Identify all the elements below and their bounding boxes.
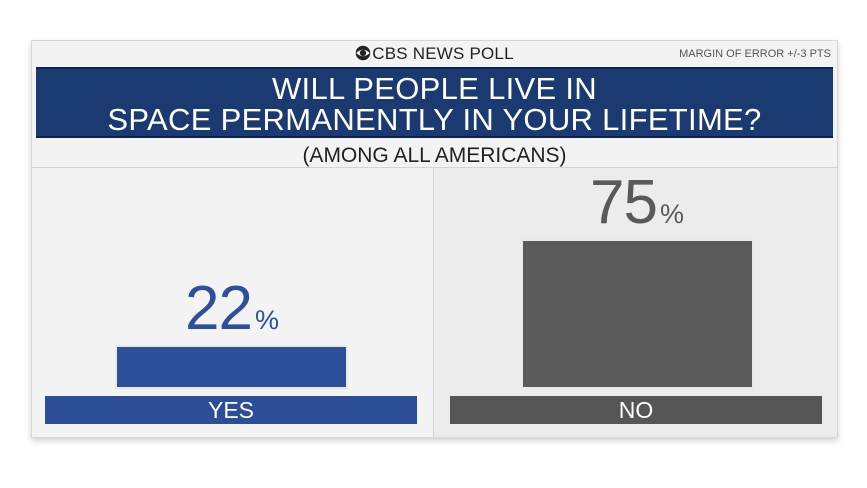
value-number-yes: 22 — [185, 274, 253, 343]
question-title: WILL PEOPLE LIVE IN SPACE PERMANENTLY IN… — [36, 67, 833, 138]
category-label-yes: YES — [45, 396, 417, 424]
divider-horizontal — [32, 167, 837, 168]
percent-sign-no: % — [659, 199, 684, 229]
subtitle: (AMONG ALL AMERICANS) — [302, 144, 567, 167]
bar-no — [521, 239, 754, 389]
divider-vertical — [433, 167, 434, 437]
value-label-yes: 22% — [172, 273, 292, 344]
cbs-eye-icon — [355, 45, 371, 66]
brand: CBS NEWS POLL — [32, 44, 837, 66]
value-number-no: 75 — [590, 168, 658, 237]
bar-yes — [115, 345, 348, 389]
category-label-no: NO — [450, 396, 822, 424]
brand-text: CBS NEWS POLL — [372, 44, 514, 63]
title-line-2: SPACE PERMANENTLY IN YOUR LIFETIME? — [107, 102, 762, 137]
title-line-1: WILL PEOPLE LIVE IN — [271, 71, 597, 106]
margin-of-error: MARGIN OF ERROR +/-3 PTS — [679, 48, 831, 60]
percent-sign-yes: % — [254, 305, 279, 335]
poll-card: CBS NEWS POLL MARGIN OF ERROR +/-3 PTS W… — [31, 40, 838, 438]
header-bar: CBS NEWS POLL MARGIN OF ERROR +/-3 PTS — [32, 41, 837, 65]
value-label-no: 75% — [577, 167, 697, 238]
